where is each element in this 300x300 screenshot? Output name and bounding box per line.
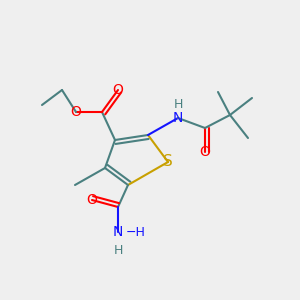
Text: N: N — [113, 225, 123, 239]
Text: −H: −H — [126, 226, 146, 238]
Text: O: O — [200, 145, 210, 159]
Text: H: H — [173, 98, 183, 110]
Text: O: O — [87, 193, 98, 207]
Text: H: H — [113, 244, 123, 256]
Text: O: O — [112, 83, 123, 97]
Text: S: S — [163, 154, 173, 169]
Text: N: N — [173, 111, 183, 125]
Text: O: O — [70, 105, 81, 119]
